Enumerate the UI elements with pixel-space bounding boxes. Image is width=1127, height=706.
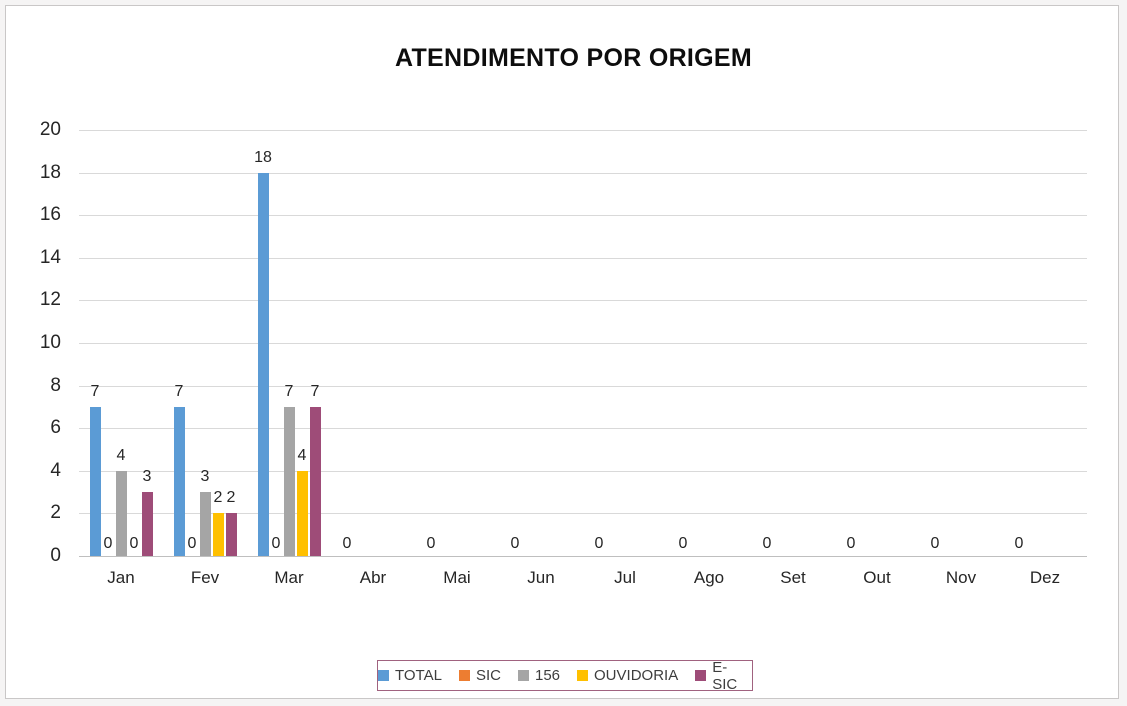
bar-value-label: 0	[846, 535, 856, 552]
legend-swatch-icon	[695, 670, 707, 681]
legend-swatch-icon	[458, 670, 470, 681]
bar-value-label: 0	[103, 535, 113, 552]
y-tick-label: 10	[39, 332, 61, 353]
gridline	[79, 470, 1087, 472]
x-category-label: Jun	[527, 568, 555, 587]
bar-value-label: 4	[297, 446, 307, 464]
legend-label: TOTAL	[395, 667, 442, 684]
bar-value-label: 0	[762, 535, 772, 552]
x-category-label: Jul	[614, 568, 636, 587]
bar-value-label: 0	[678, 535, 688, 552]
x-category-label: Abr	[359, 568, 387, 587]
gridline	[79, 343, 1087, 344]
gridline	[79, 513, 1087, 515]
y-tick-label: 8	[50, 374, 61, 396]
bar-value-label: 0	[271, 535, 281, 552]
legend-item-ouvidoria: OUVIDORIA	[577, 667, 678, 684]
chart-legend: TOTAL SIC 156 OUVIDORIA E-SIC	[377, 659, 753, 693]
bar-value-label: 7	[174, 382, 184, 400]
y-tick-label: 16	[39, 204, 61, 226]
chart-border-frame	[5, 5, 1119, 699]
y-tick-label: 12	[39, 289, 61, 311]
bar-value-label: 18	[254, 148, 272, 166]
bar-156-fev	[199, 492, 211, 556]
bar-value-label: 0	[510, 535, 520, 552]
bar-value-label: 2	[226, 489, 236, 507]
bar-value-label: 0	[129, 535, 139, 552]
x-category-label: Nov	[945, 568, 977, 587]
gridline	[79, 215, 1087, 217]
bar-ouvidoria-mar	[296, 470, 308, 556]
gridline	[79, 172, 1087, 174]
y-tick-label: 20	[39, 119, 61, 140]
x-category-label: Out	[863, 568, 891, 587]
legend-label: SIC	[475, 667, 501, 684]
legend-label: E-SIC	[712, 658, 738, 693]
bar-value-label: 0	[1014, 535, 1024, 552]
x-category-label: Jan	[107, 568, 135, 587]
bar-value-label: 7	[310, 382, 320, 400]
y-tick-label: 18	[39, 161, 61, 183]
y-tick-label: 6	[50, 417, 61, 439]
bar-value-label: 3	[142, 468, 152, 486]
legend-swatch-icon	[577, 670, 589, 681]
y-tick-label: 0	[50, 545, 61, 566]
x-category-label: Mai	[443, 568, 471, 587]
bar-value-label: 0	[594, 535, 604, 552]
bar-value-label: 4	[116, 446, 126, 464]
bar-value-label: 7	[90, 382, 100, 400]
legend-swatch-icon	[378, 670, 389, 681]
bar-value-label: 0	[930, 535, 940, 552]
bar-ouvidoria-fev	[212, 513, 224, 556]
legend-label: 156	[534, 667, 561, 684]
legend-label: OUVIDORIA	[594, 667, 679, 684]
y-tick-label: 4	[50, 459, 61, 481]
gridline	[79, 130, 1087, 131]
bar-value-label: 0	[426, 535, 436, 552]
legend-item-e-sic: E-SIC	[695, 659, 752, 693]
legend-item-sic: SIC	[458, 667, 501, 684]
legend-swatch-icon	[517, 670, 529, 681]
y-tick-label: 14	[39, 246, 61, 268]
bar-value-label: 7	[284, 382, 294, 400]
gridline	[79, 300, 1087, 302]
x-category-label: Mar	[274, 568, 304, 587]
bar-156-mar	[283, 406, 295, 556]
bar-156-jan	[115, 470, 127, 556]
bar-e-sic-mar	[309, 406, 321, 556]
bar-value-label: 0	[342, 535, 352, 552]
x-category-label: Dez	[1029, 568, 1061, 587]
gridline	[79, 428, 1087, 430]
bar-value-label: 0	[187, 535, 197, 552]
bar-value-label: 3	[200, 468, 210, 486]
y-tick-label: 2	[50, 502, 61, 524]
bar-value-label: 2	[213, 489, 223, 507]
legend-item-156: 156	[517, 667, 561, 684]
x-category-label: Set	[780, 568, 806, 587]
x-category-label: Fev	[190, 568, 220, 587]
x-category-label: Ago	[693, 568, 725, 587]
bar-total-mar	[257, 172, 269, 556]
bar-total-fev	[173, 406, 185, 556]
chart-title: ATENDIMENTO POR ORIGEM	[394, 44, 753, 72]
gridline	[79, 257, 1087, 259]
x-axis-line	[79, 556, 1087, 557]
bar-e-sic-fev	[225, 513, 237, 556]
gridline	[79, 385, 1087, 387]
bar-e-sic-jan	[141, 492, 153, 556]
bar-total-jan	[89, 406, 101, 556]
legend-item-total: TOTAL	[378, 667, 442, 684]
